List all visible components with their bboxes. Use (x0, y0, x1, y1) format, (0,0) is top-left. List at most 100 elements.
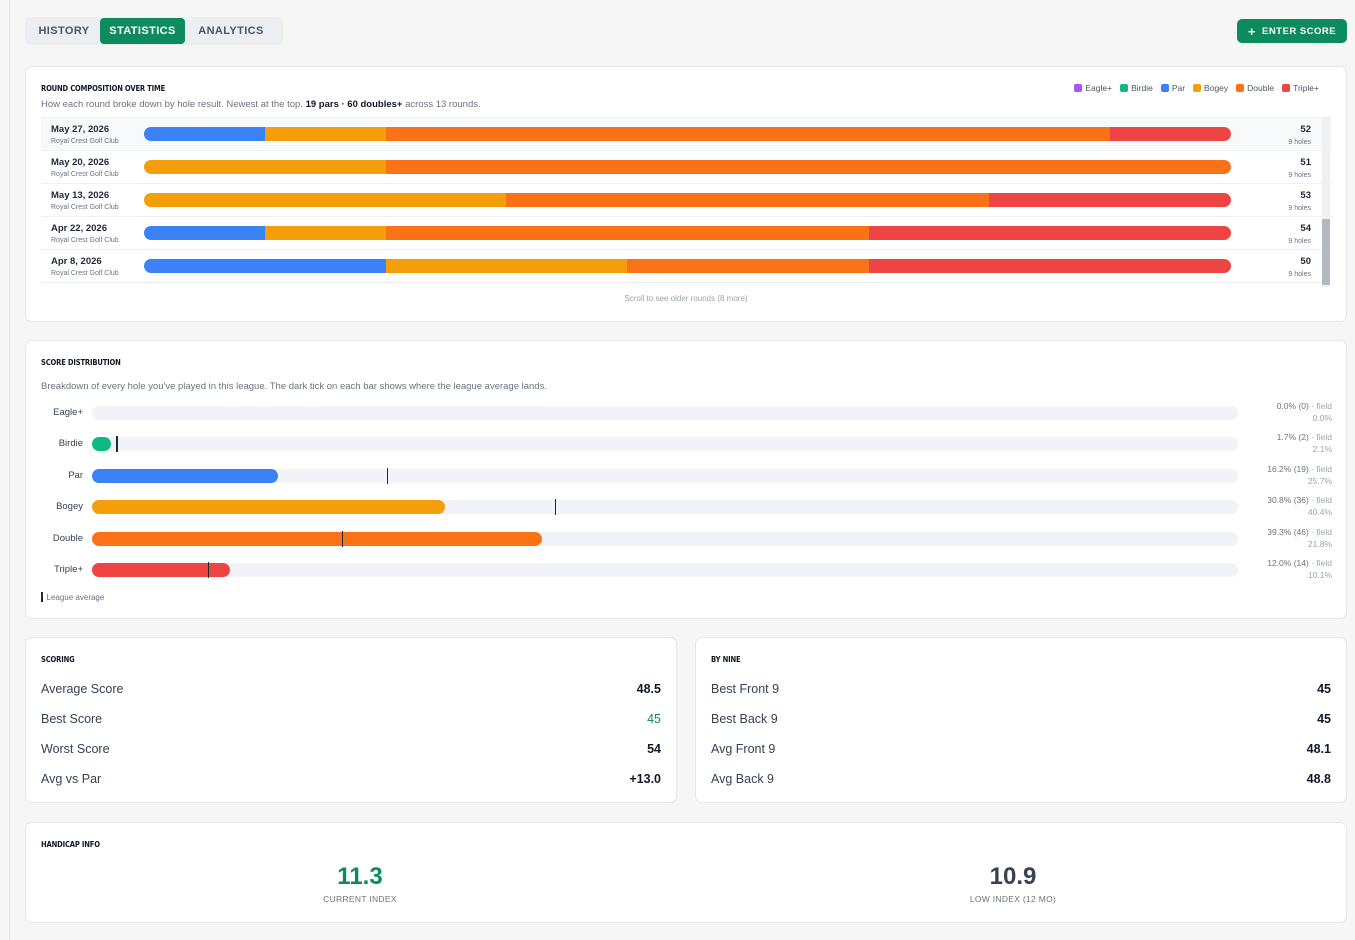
distribution-field-label: · field (1311, 464, 1332, 474)
stat-row-average-score: Average Score 48.5 (41, 680, 661, 700)
page-left-border (9, 0, 10, 940)
round-row[interactable]: Apr 22, 2026 Royal Crest Golf Club 54 9 … (41, 217, 1332, 250)
round-date: May 13, 2026 (51, 190, 110, 201)
scroll-hint: Scroll to see older rounds (8 more) (624, 294, 748, 303)
by-nine-card: BY NINE Best Front 9 45 Best Back 9 45 A… (695, 637, 1347, 803)
score-distribution-title: SCORE DISTRIBUTION (41, 358, 121, 367)
legend-swatch (1120, 84, 1129, 92)
legend-label: Triple+ (1293, 83, 1319, 93)
distribution-fill (92, 437, 112, 451)
legend-item-par: Par (1160, 83, 1186, 93)
stat-label: Best Front 9 (711, 682, 780, 696)
league-average-label: League average (46, 592, 105, 602)
league-average-tick (207, 562, 210, 578)
round-holes: 9 holes (1288, 238, 1311, 245)
rounds-scrollbar-thumb[interactable] (1322, 219, 1330, 285)
round-composition-subtitle: How each round broke down by hole result… (41, 99, 481, 110)
enter-score-label: ENTER SCORE (1261, 25, 1337, 37)
subtitle-suffix: across 13 rounds. (405, 99, 481, 110)
league-average-tick (386, 468, 389, 484)
distribution-field-value: 0.0% (1312, 413, 1332, 423)
bar-segment-par (144, 226, 265, 240)
bar-segment-double (385, 127, 1111, 141)
distribution-label: Double (52, 533, 83, 544)
subtitle-highlight: 19 pars · 60 doubles+ (305, 99, 403, 110)
distribution-track (92, 562, 1238, 578)
distribution-percent: 16.2% (19) · field (1267, 464, 1332, 474)
round-composition-bar (144, 127, 1231, 141)
legend-item-double: Double (1236, 83, 1274, 93)
legend-item-birdie: Birdie (1120, 83, 1153, 93)
stat-row-avg-back-9: Avg Back 9 48.8 (711, 770, 1331, 790)
distribution-field-label: · field (1311, 432, 1332, 442)
scoring-card: SCORING Average Score 48.5 Best Score 45… (25, 637, 677, 803)
bar-segment-triple (989, 193, 1231, 207)
distribution-percent-value: 0.0% (0) (1276, 401, 1309, 411)
enter-score-button[interactable]: + ENTER SCORE (1237, 19, 1347, 43)
round-score: 52 (1300, 124, 1311, 135)
round-score: 50 (1300, 256, 1311, 267)
rounds-list[interactable]: May 27, 2026 Royal Crest Golf Club 52 9 … (41, 117, 1332, 287)
stat-row-avg-vs-par: Avg vs Par +13.0 (41, 770, 661, 790)
legend-item-triple: Triple+ (1282, 83, 1319, 93)
distribution-track (92, 499, 1238, 515)
round-row[interactable]: Apr 8, 2026 Royal Crest Golf Club 50 9 h… (41, 250, 1332, 283)
distribution-percent: 39.3% (46) · field (1267, 527, 1332, 537)
stat-label: Avg Front 9 (711, 742, 776, 756)
distribution-field-label: · field (1311, 401, 1332, 411)
round-row[interactable]: May 20, 2026 Royal Crest Golf Club 51 9 … (41, 151, 1332, 184)
tab-statistics[interactable]: STATISTICS (100, 18, 185, 44)
low-index-block: 10.9 LOW INDEX (12 MO) (863, 863, 1163, 904)
round-row[interactable]: May 27, 2026 Royal Crest Golf Club 52 9 … (41, 118, 1332, 151)
stat-label: Avg Back 9 (711, 772, 775, 786)
legend-swatch (1282, 84, 1291, 92)
round-row[interactable]: May 13, 2026 Royal Crest Golf Club 53 9 … (41, 184, 1332, 217)
distribution-field-label: · field (1311, 495, 1332, 505)
score-distribution-card: SCORE DISTRIBUTION Breakdown of every ho… (25, 340, 1347, 619)
distribution-row: Par 16.2% (19) · field 25.7% (41, 464, 1332, 486)
round-composition-bar (144, 259, 1231, 273)
bar-segment-bogey (264, 127, 386, 141)
distribution-label: Triple+ (54, 564, 83, 575)
distribution-label: Eagle+ (53, 407, 83, 418)
distribution-row: Birdie 1.7% (2) · field 2.1% (41, 432, 1332, 454)
scoring-title: SCORING (41, 655, 75, 664)
legend-swatch (1160, 84, 1169, 92)
tab-history[interactable]: HISTORY (38, 25, 90, 37)
legend-label: Par (1171, 83, 1186, 93)
bar-segment-double (506, 193, 990, 207)
legend-swatch (1074, 84, 1083, 92)
composition-legend: Eagle+ Birdie Par Bogey Double Triple+ (1074, 83, 1319, 93)
low-index-label: LOW INDEX (12 MO) (969, 894, 1057, 904)
tab-analytics[interactable]: ANALYTICS (198, 25, 264, 37)
bar-segment-bogey (385, 259, 628, 273)
distribution-row: Bogey 30.8% (36) · field 40.4% (41, 495, 1332, 517)
round-holes: 9 holes (1288, 205, 1311, 212)
distribution-field-label: · field (1311, 558, 1332, 568)
distribution-percent-value: 16.2% (19) (1267, 464, 1309, 474)
round-holes: 9 holes (1288, 172, 1311, 179)
round-date: Apr 22, 2026 (51, 223, 107, 234)
distribution-field-label: · field (1311, 527, 1332, 537)
stat-value: 45 (1317, 712, 1331, 726)
stat-value: 48.1 (1306, 742, 1331, 756)
bar-segment-par (144, 259, 386, 273)
stat-row-best-front-9: Best Front 9 45 (711, 680, 1331, 700)
legend-label: Double (1247, 83, 1275, 93)
distribution-percent: 0.0% (0) · field (1277, 401, 1332, 411)
stat-label: Worst Score (41, 742, 110, 756)
distribution-percent-value: 30.8% (36) (1267, 495, 1309, 505)
round-composition-card: ROUND COMPOSITION OVER TIME How each rou… (25, 66, 1347, 322)
round-composition-title: ROUND COMPOSITION OVER TIME (41, 84, 166, 93)
round-score: 51 (1300, 157, 1311, 168)
bar-segment-double (385, 160, 1231, 174)
stat-value: 45 (1317, 682, 1331, 696)
stat-label: Avg vs Par (41, 772, 102, 786)
stat-value: +13.0 (629, 772, 661, 786)
round-date: May 27, 2026 (51, 124, 110, 135)
round-course: Royal Crest Golf Club (51, 138, 119, 145)
bar-segment-triple (1110, 127, 1231, 141)
distribution-fill (92, 563, 230, 577)
rounds-scrollbar-track[interactable] (1322, 117, 1330, 287)
distribution-track (92, 468, 1238, 484)
